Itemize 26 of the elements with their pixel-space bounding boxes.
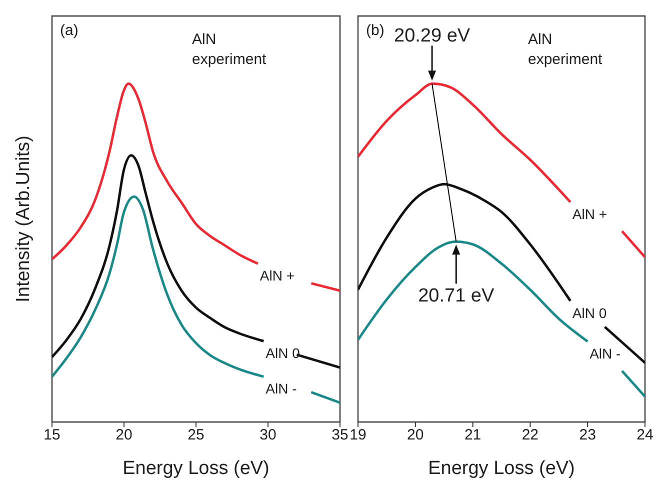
- series-label: AlN 0: [266, 345, 300, 362]
- x-tick-label: 22: [522, 426, 539, 444]
- series-label: AlN 0: [572, 304, 607, 321]
- series-label: AlN +: [572, 206, 608, 222]
- x-tick-label: 20: [407, 426, 424, 444]
- series-label: AlN -: [266, 380, 298, 397]
- text: AlN experiment: [192, 30, 268, 70]
- x-tick-label: 30: [260, 426, 276, 444]
- x-tick-label: 23: [579, 426, 596, 444]
- y-axis-title: Intensity (Arb.Units): [13, 136, 35, 302]
- x-tick-label: 35: [332, 426, 348, 444]
- x-tick-label: 24: [636, 426, 654, 444]
- text: (b): [366, 22, 384, 39]
- text: AlN experiment: [528, 30, 604, 70]
- x-tick-label: 25: [188, 426, 204, 444]
- series-label: AlN +: [260, 268, 295, 284]
- annotation: 20.29 eV: [394, 26, 470, 47]
- x-tick-label: 15: [44, 426, 60, 444]
- x-tick-label: 21: [464, 426, 482, 444]
- x-tick-label: 20: [116, 426, 132, 444]
- series-label: AlN -: [590, 345, 622, 362]
- x-axis-title: Energy Loss (eV): [122, 458, 270, 479]
- text: (a): [60, 22, 78, 39]
- annotation: 20.71 eV: [418, 286, 495, 307]
- x-axis-title: Energy Loss (eV): [428, 458, 575, 479]
- x-tick-label: 19: [350, 426, 366, 444]
